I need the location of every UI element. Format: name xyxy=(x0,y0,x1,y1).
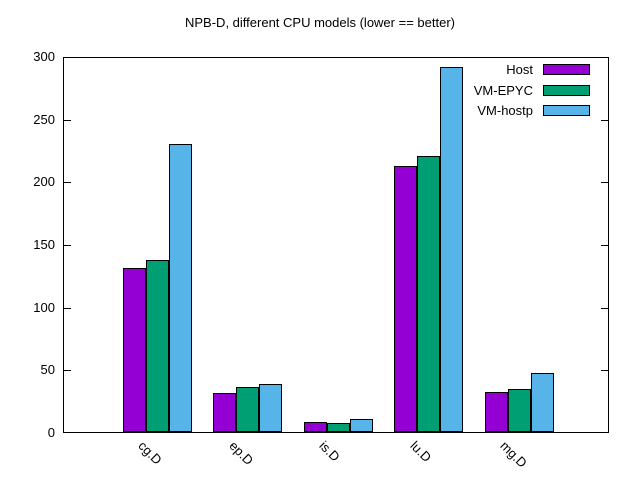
legend-row-Host: Host xyxy=(506,59,590,79)
y-tick-mark-right-100 xyxy=(601,308,608,309)
y-tick-label-50: 50 xyxy=(40,362,55,378)
bar-is.D-Host xyxy=(304,422,327,432)
x-tick-label-is.D: is.D xyxy=(316,438,343,465)
y-tick-label-0: 0 xyxy=(47,425,55,440)
y-tick-label-150: 150 xyxy=(33,237,55,252)
chart-title: NPB-D, different CPU models (lower == be… xyxy=(185,15,455,30)
legend-swatch-Host xyxy=(543,63,590,75)
y-tick-mark-left-100 xyxy=(64,308,71,309)
bar-cg.D-VM-EPYC xyxy=(146,260,169,432)
bar-lu.D-VM-EPYC xyxy=(417,156,440,432)
bar-ep.D-Host xyxy=(213,393,236,432)
bar-ep.D-VM-EPYC xyxy=(236,387,259,432)
y-tick-mark-left-150 xyxy=(64,245,71,246)
bar-is.D-VM-EPYC xyxy=(327,423,350,432)
y-tick-mark-right-150 xyxy=(601,245,608,246)
y-tick-label-250: 250 xyxy=(33,111,55,127)
bar-ep.D-VM-hostp xyxy=(259,384,282,432)
y-tick-label-100: 100 xyxy=(33,299,55,315)
x-tick-label-mg.D: mg.D xyxy=(497,438,530,471)
legend-swatch-VM-EPYC xyxy=(543,84,590,96)
x-tick-label-ep.D: ep.D xyxy=(226,438,257,469)
y-tick-mark-right-250 xyxy=(601,120,608,121)
legend-swatch-VM-hostp xyxy=(543,104,590,116)
bar-lu.D-Host xyxy=(394,166,417,432)
bar-cg.D-VM-hostp xyxy=(169,144,192,432)
legend-row-VM-EPYC: VM-EPYC xyxy=(474,80,590,100)
bar-lu.D-VM-hostp xyxy=(440,67,463,432)
y-tick-mark-right-50 xyxy=(601,370,608,371)
y-tick-mark-left-250 xyxy=(64,120,71,121)
x-tick-label-cg.D: cg.D xyxy=(135,438,165,468)
y-tick-mark-left-200 xyxy=(64,182,71,183)
plot-area xyxy=(63,57,609,433)
bar-mg.D-Host xyxy=(485,392,508,432)
bar-cg.D-Host xyxy=(123,268,146,432)
bar-mg.D-VM-hostp xyxy=(531,373,554,432)
bar-mg.D-VM-EPYC xyxy=(508,389,531,432)
y-tick-label-300: 300 xyxy=(33,49,55,64)
legend-label-VM-EPYC: VM-EPYC xyxy=(473,82,533,98)
bar-is.D-VM-hostp xyxy=(350,419,373,432)
x-tick-label-lu.D: lu.D xyxy=(407,438,435,465)
legend-label-VM-hostp: VM-hostp xyxy=(477,102,533,118)
y-tick-mark-right-200 xyxy=(601,182,608,183)
y-tick-mark-left-50 xyxy=(64,370,71,371)
legend-row-VM-hostp: VM-hostp xyxy=(477,100,590,120)
y-tick-label-200: 200 xyxy=(33,174,55,190)
legend-label-Host: Host xyxy=(506,61,533,77)
